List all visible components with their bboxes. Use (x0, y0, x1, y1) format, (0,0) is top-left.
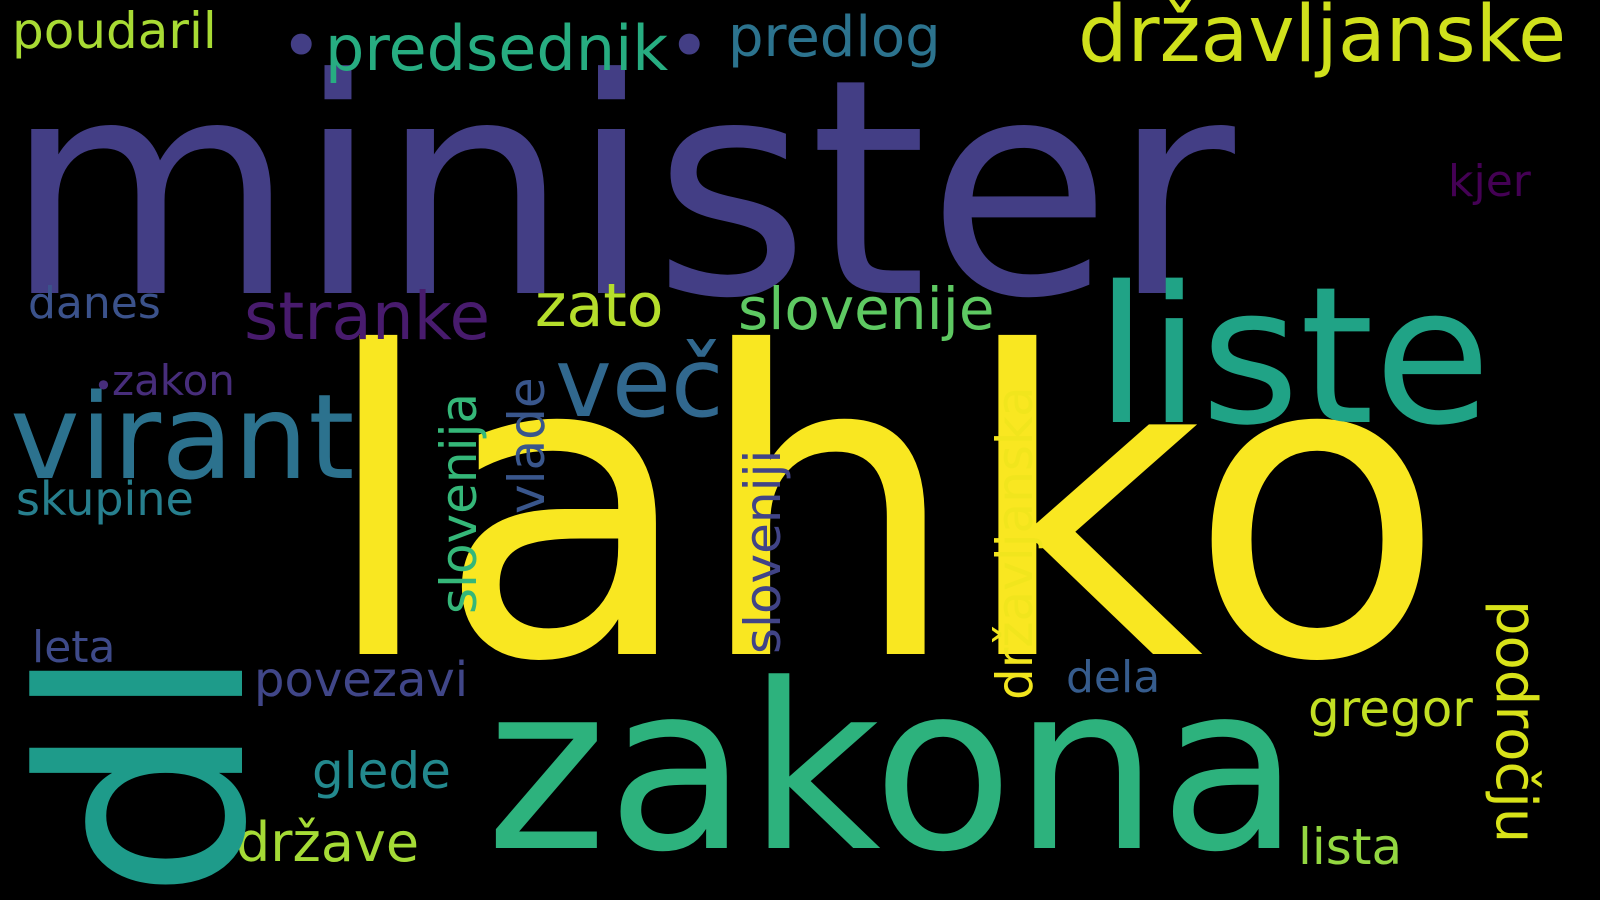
word-predlog: predlog (728, 5, 941, 70)
word-lahko: lahko (320, 265, 1446, 754)
word-gregor: gregor (1308, 680, 1473, 738)
word-liste: liste (1095, 246, 1491, 467)
word-poudaril: poudaril (12, 2, 217, 60)
word-vec: več (555, 327, 724, 439)
dot-right: • (668, 4, 711, 88)
word-povezavi: povezavi (254, 652, 469, 708)
word-drzave: države (236, 811, 420, 874)
word-danes: danes (28, 278, 161, 329)
word-leta: leta (32, 622, 116, 673)
word-virant: virant (10, 368, 355, 506)
word-vlade: vlade (498, 377, 556, 514)
word-skupine: skupine (16, 472, 194, 526)
word-dl: dl (0, 644, 309, 900)
word-minister: minister (4, 15, 1235, 364)
word-slovenije: slovenije (738, 275, 995, 343)
word-lista: lista (1298, 818, 1403, 876)
dot-left: • (280, 4, 323, 88)
word-glede: glede (312, 742, 451, 800)
word-sloveniji: sloveniji (734, 449, 792, 654)
word-dela: dela (1066, 652, 1161, 703)
word-kjer: kjer (1448, 156, 1531, 207)
word-zakon: zakon (112, 356, 235, 405)
word-podrocju: področju (1483, 600, 1548, 844)
word-drzavljanske: državljanske (1078, 0, 1567, 80)
dot-zakon: • (94, 367, 113, 405)
word-stranke: stranke (244, 278, 491, 355)
word-slovenija: slovenija (430, 393, 488, 614)
word-zato: zato (535, 271, 664, 341)
word-drzavljanska: državljanska (986, 386, 1044, 700)
word-predsednik: predsednik (325, 12, 669, 85)
word-zakona: zakona (486, 636, 1301, 900)
